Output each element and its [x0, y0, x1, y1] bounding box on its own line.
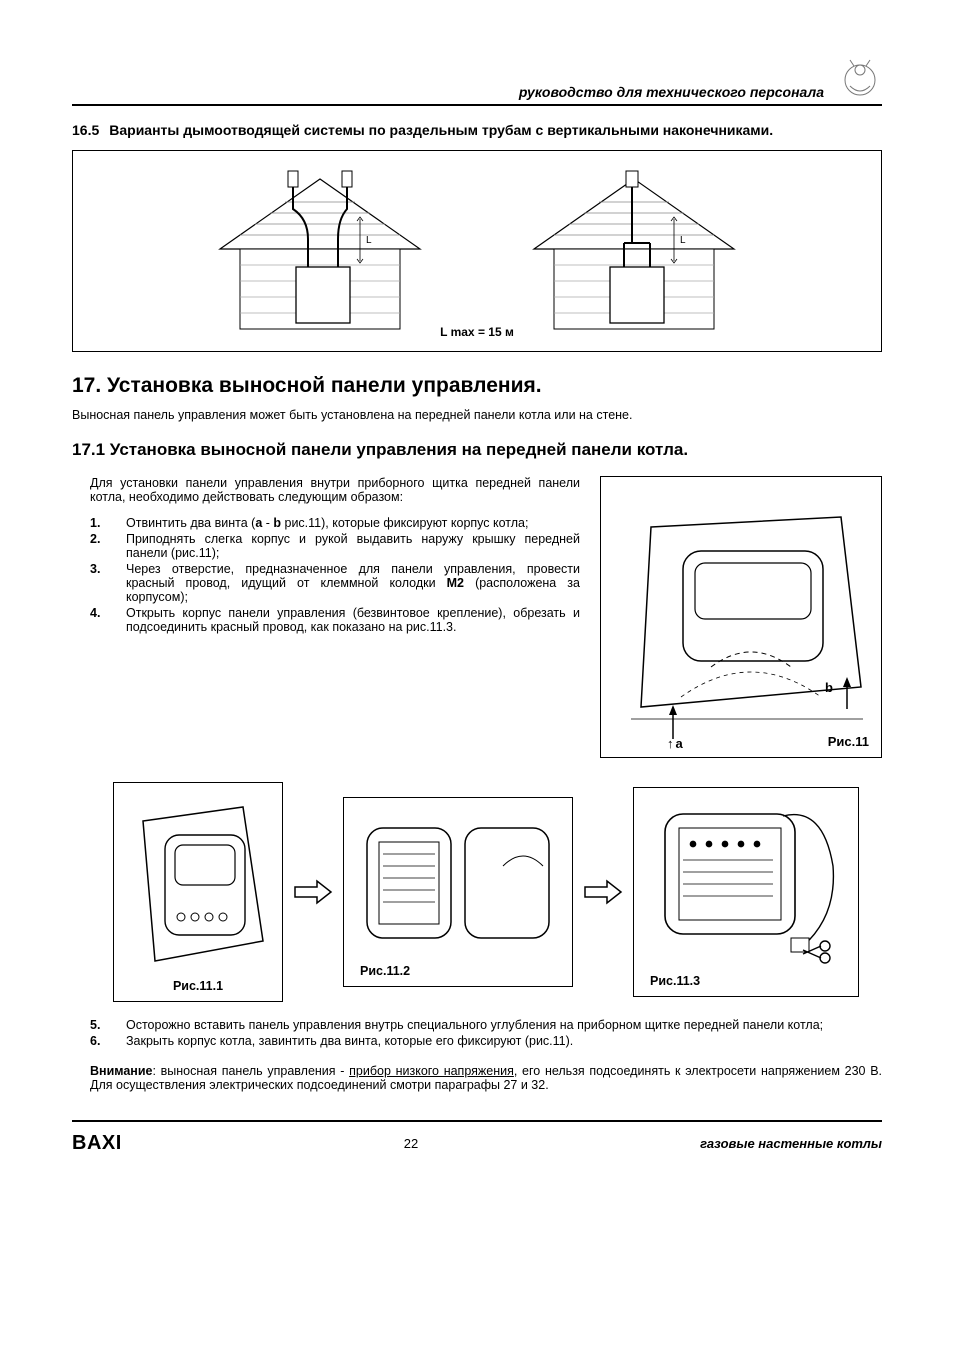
step-2: 2. Приподнять слегка корпус и рукой выда… [90, 532, 580, 560]
page-footer: BAXI 22 газовые настенные котлы [72, 1132, 882, 1155]
steps-list-2: 5. Осторожно вставить панель управления … [72, 1018, 882, 1048]
step-num: 5. [90, 1018, 108, 1032]
steps-list: 1. Отвинтить два винта (a - b рис.11), к… [90, 516, 580, 634]
text-column: Для установки панели управления внутри п… [90, 476, 580, 636]
step-3: 3. Через отверстие, предназначенное для … [90, 562, 580, 604]
warning-underlined: прибор низкого напряжения [349, 1064, 514, 1078]
step-text: Приподнять слегка корпус и рукой выдавит… [126, 532, 580, 560]
arrow-up-icon [667, 736, 676, 751]
svg-text:L: L [366, 235, 372, 246]
lmax-caption: L max = 15 м [440, 325, 514, 339]
figure-right: L [524, 169, 744, 339]
figure-flue-options: L L max = 15 м L [72, 150, 882, 352]
footer-right: газовые настенные котлы [700, 1136, 882, 1151]
footer-rule [72, 1120, 882, 1122]
step-5: 5. Осторожно вставить панель управления … [90, 1018, 882, 1032]
step-6: 6. Закрыть корпус котла, завинтить два в… [90, 1034, 882, 1048]
step-4: 4. Открыть корпус панели управления (без… [90, 606, 580, 634]
figure-11-3: Рис.11.3 [633, 787, 859, 997]
step-text: Отвинтить два винта (a - b рис.11), кото… [126, 516, 580, 530]
sec-title: Варианты дымоотводящей системы по раздел… [109, 122, 882, 138]
step-num: 1. [90, 516, 108, 530]
svg-text:L: L [680, 235, 686, 246]
fig-11-3-caption: Рис.11.3 [650, 974, 700, 988]
step-text: Осторожно вставить панель управления вну… [126, 1018, 882, 1032]
header-rule [72, 104, 882, 106]
brand-mascot-icon [838, 56, 882, 100]
step-text: Закрыть корпус котла, завинтить два винт… [126, 1034, 882, 1048]
section-16-5-heading: 16.5 Варианты дымоотводящей системы по р… [72, 122, 882, 138]
footer-brand: BAXI [72, 1132, 122, 1155]
label-b: b [825, 680, 833, 695]
fig11-caption: Рис.11 [828, 734, 869, 749]
warning-lead: Внимание [90, 1064, 152, 1078]
warning-paragraph: Внимание: выносная панель управления - п… [72, 1064, 882, 1092]
arrow-right-icon [293, 877, 333, 907]
figure-11: a b Рис.11 [600, 476, 882, 758]
figure-left: L [210, 169, 430, 339]
t: рис.11), которые фиксируют корпус котла; [281, 516, 528, 530]
step-num: 6. [90, 1034, 108, 1048]
header-title: руководство для технического персонала [72, 84, 828, 100]
figure-11-2: Рис.11.2 [343, 797, 573, 987]
step-text: Через отверстие, предназначенное для пан… [126, 562, 580, 604]
page-header: руководство для технического персонала [72, 56, 882, 100]
step-num: 4. [90, 606, 108, 634]
step-1: 1. Отвинтить два винта (a - b рис.11), к… [90, 516, 580, 530]
fig11-label-b: b [825, 680, 833, 695]
section-17-1-heading: 17.1 Установка выносной панели управлени… [72, 440, 882, 460]
figure-11-1: Рис.11.1 [113, 782, 283, 1002]
step-num: 3. [90, 562, 108, 604]
fig-11-1-caption: Рис.11.1 [173, 979, 223, 993]
label-b: b [273, 516, 281, 530]
t: : выносная панель управления - [152, 1064, 349, 1078]
section-17-intro: Выносная панель управления может быть ус… [72, 408, 882, 422]
arrow-right-icon [583, 877, 623, 907]
t: Отвинтить два винта ( [126, 516, 255, 530]
fig11-label-a: a [667, 736, 683, 751]
t: - [262, 516, 273, 530]
figure-row: Рис.11.1 Рис.11.2 [90, 782, 882, 1002]
para-17-1-intro: Для установки панели управления внутри п… [90, 476, 580, 504]
figure-center-caption: L max = 15 м [440, 321, 514, 339]
step-num: 2. [90, 532, 108, 560]
page-number: 22 [404, 1136, 418, 1151]
label-a: a [676, 736, 683, 751]
fig-11-2-caption: Рис.11.2 [360, 964, 410, 978]
step-text: Открыть корпус панели управления (безвин… [126, 606, 580, 634]
sec-num: 16.5 [72, 122, 99, 138]
label-m2: М2 [447, 576, 464, 590]
row-17-1: Для установки панели управления внутри п… [72, 476, 882, 758]
section-17-heading: 17. Установка выносной панели управления… [72, 374, 882, 398]
